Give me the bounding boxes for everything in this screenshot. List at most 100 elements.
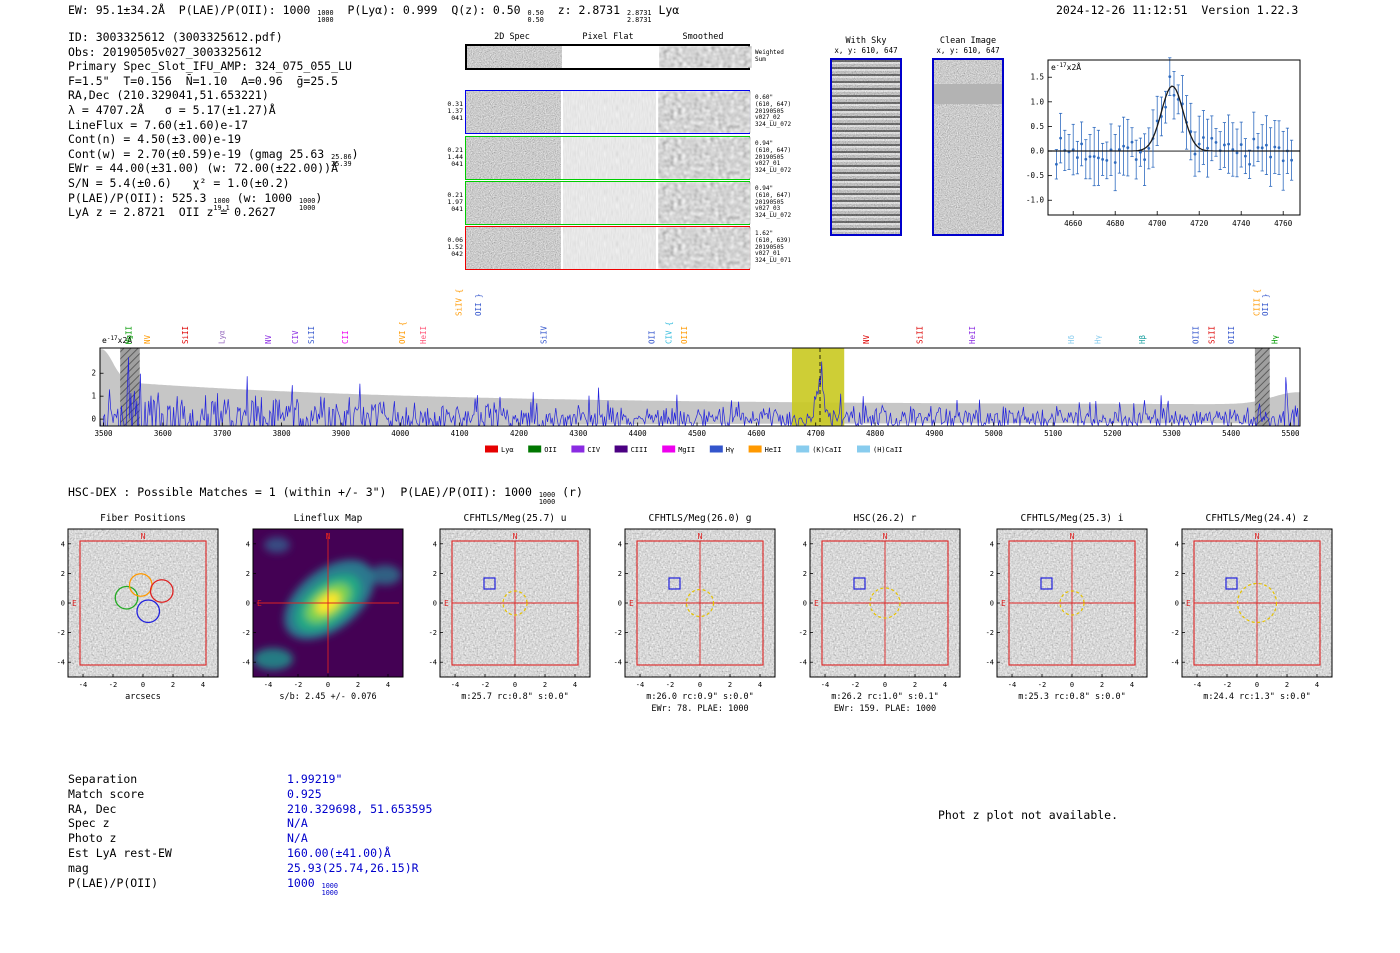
emission-line-marker-label: SiIV { [454, 289, 463, 316]
x-tick-label: -2 [1038, 681, 1046, 689]
y-tick-label: -4 [986, 659, 994, 667]
y-tick-label: 0 [91, 415, 96, 424]
y-tick-label: 1.0 [1030, 97, 1044, 106]
match-table-value: N/A [287, 816, 308, 831]
data-point [1126, 146, 1130, 150]
x-tick-label: -2 [481, 681, 489, 689]
x-tick-label: 3900 [332, 429, 351, 438]
x-tick-label: 4200 [510, 429, 529, 438]
x-tick-label: 4400 [629, 429, 648, 438]
legend-label: Lyα [501, 446, 514, 454]
aperture-circle [685, 588, 715, 618]
data-point [1273, 145, 1277, 149]
x-tick-label: 4800 [866, 429, 885, 438]
spec2d-image-cell [659, 46, 752, 68]
data-point [1143, 158, 1146, 162]
data-point [1130, 140, 1134, 144]
y-tick-label: -2 [1171, 629, 1179, 637]
emission-line-marker-label: NV [862, 334, 871, 344]
with-sky-image [830, 58, 902, 236]
y-tick-label: 4 [246, 540, 250, 548]
emission-line-marker-label: SiII [181, 326, 190, 344]
x-tick-label: 5000 [985, 429, 1004, 438]
compass-north: N [698, 532, 703, 541]
legend-swatch [709, 445, 723, 453]
x-tick-label: 2 [1285, 681, 1289, 689]
x-tick-label: -4 [1008, 681, 1016, 689]
cutout-title: CFHTLS/Meg(24.4) z [1206, 513, 1309, 524]
y-tick-label: 0 [803, 600, 807, 608]
cutout-title: Fiber Positions [100, 513, 186, 524]
x-tick-label: 4 [943, 681, 947, 689]
x-tick-label: 4300 [569, 429, 588, 438]
fiber-circle [149, 579, 174, 603]
cutout-panel-fiber: Fiber Positions N E -4 -4 -2 -2 0 0 2 2 4 4 arcsecs [57, 513, 219, 702]
spec2d-image-cell [466, 182, 561, 224]
catalog-match-table: Separation 1.99219" Match score 0.925 RA, De… [68, 772, 432, 897]
match-table-value: 1.99219" [287, 772, 343, 786]
emission-line-marker-label: CIV [291, 330, 300, 344]
y-tick-label: 2 [618, 570, 622, 578]
x-tick-label: 4700 [807, 429, 826, 438]
cutout-noise-image [68, 529, 218, 677]
y-tick-label: 4 [990, 540, 994, 548]
x-tick-label: -4 [451, 681, 459, 689]
y-tick-label: 0 [433, 600, 437, 608]
y-tick-label: -4 [614, 659, 622, 667]
y-tick-label: -4 [1171, 659, 1179, 667]
fiber-annotation: 1.62" (610, 639) 20190505 v027_01 324_LU_071 [755, 230, 792, 265]
info-line: Primary Spec_Slot_IFU_AMP: 324_075_055_L… [68, 59, 352, 74]
match-table-label: Photo z [68, 831, 117, 846]
spec2d-image-cell [563, 182, 656, 224]
info-line: P(LAE)/P(OII): 525.3 1000 19.1 (w: 1000 1… [68, 190, 323, 212]
x-tick-label: 5300 [1163, 429, 1182, 438]
cutout-title: CFHTLS/Meg(25.3) i [1021, 513, 1124, 524]
y-tick-label: 2 [433, 570, 437, 578]
x-tick-label: -4 [636, 681, 644, 689]
info-line: F=1.5" T=0.156 N̄=1.10 A=0.96 ḡ=25.5 [68, 73, 339, 88]
data-point [1202, 136, 1205, 139]
fiber-annotation: 0.94" (610, 647) 20190505 v027_01 324_LU_072 [755, 140, 792, 175]
spec2d-image-cell [658, 227, 751, 269]
cutout-panel-u: CFHTLS/Meg(25.7) u N E -4 -4 -2 -2 0 0 2 2 4 4 m:25.7… [429, 513, 591, 702]
data-point [1105, 158, 1109, 162]
emission-line-marker-label: OIII [1192, 326, 1201, 344]
data-point [1134, 158, 1138, 161]
data-point [1231, 148, 1235, 151]
with-sky-title: With Sky [845, 36, 887, 46]
x-tick-label: 2 [356, 681, 360, 689]
hsc-dex-header: HSC-DEX : Possible Matches = 1 (within +… [68, 485, 583, 506]
data-point [1256, 146, 1260, 149]
x-tick-label: 0 [698, 681, 702, 689]
data-point [1206, 146, 1209, 150]
compass-east: E [629, 599, 634, 608]
compass-east: E [257, 599, 262, 608]
masked-band [934, 84, 1002, 104]
emission-line-marker-label: CIV { [665, 321, 674, 344]
spec2d-image-cell [564, 46, 657, 68]
spec2d-image-cell [467, 46, 562, 68]
emission-line-marker-label: OII } [1261, 293, 1270, 316]
header-summary: EW: 95.1±34.2Å P(LAE)/P(OII): 1000 1000 1… [68, 3, 680, 24]
x-tick-label: 2 [171, 681, 175, 689]
data-point [1076, 156, 1079, 159]
aperture-circle [869, 587, 901, 619]
match-table-row: Match score 0.925 [68, 787, 432, 802]
masked-region-hatch [1254, 348, 1270, 426]
plot-frame [99, 347, 1301, 427]
cutout-panel-z: CFHTLS/Meg(24.4) z N E -4 -4 -2 -2 0 0 2 2 4 4 m:24.4… [1171, 513, 1333, 702]
cutout-title: Lineflux Map [294, 513, 363, 524]
clean-image-panel: Clean Image x, y: 610, 647 [929, 36, 1007, 236]
x-tick-label: 4 [573, 681, 577, 689]
x-tick-label: 0 [883, 681, 887, 689]
spec2d-image-cell [563, 91, 656, 133]
x-tick-label: -2 [109, 681, 117, 689]
legend-label: (K)CaII [812, 446, 842, 454]
match-table-row: Photo z N/A [68, 831, 432, 846]
compass-north: N [141, 532, 146, 541]
emission-line-marker-label: OII } [474, 293, 483, 316]
y-tick-label: 2 [990, 570, 994, 578]
x-tick-label: 0 [1255, 681, 1259, 689]
data-point [1277, 146, 1281, 150]
data-point [1113, 161, 1117, 164]
